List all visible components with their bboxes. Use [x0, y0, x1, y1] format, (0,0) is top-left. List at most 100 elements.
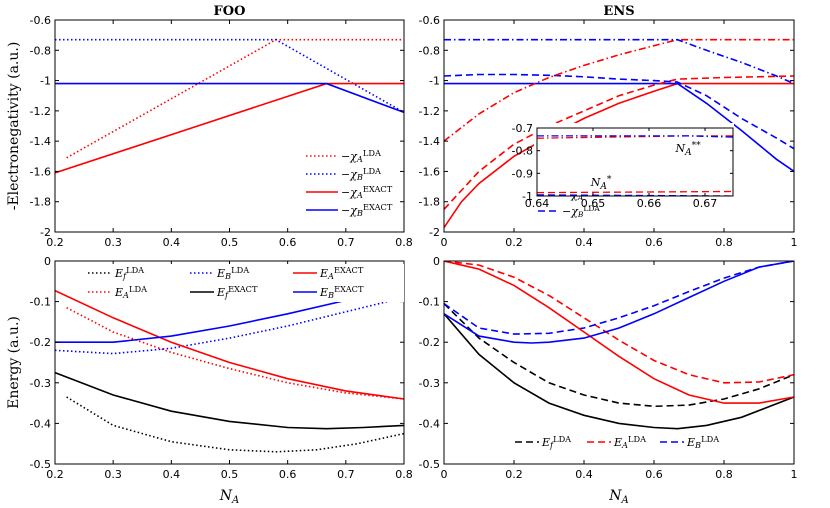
y-tick-label: -0.1: [30, 296, 51, 309]
inset-annotation-NA-double-star: NA**: [674, 141, 701, 158]
panel-foo_bottom: 0.2 0.3 0.4 0.5 0.6 0.7 0.8 -0.5 -0.4 -0.3 -0.2 -0.…: [30, 255, 413, 481]
legend-label-chi_A^LDA: −χALDA: [341, 148, 382, 164]
x-tick-label: 0.8: [395, 236, 413, 249]
y-tick-label: -0.4: [30, 417, 51, 430]
x-tick-label: 0.4: [163, 468, 181, 481]
x-tick-label: 0: [441, 468, 448, 481]
legend-label-part: E: [114, 267, 123, 280]
legend-label-E_f^LDA: EfLDA: [114, 265, 145, 281]
legend-label-part: E: [613, 436, 622, 449]
series-line-eps_HOMO_pB: [537, 135, 733, 138]
y-tick-label: -0.8: [419, 44, 440, 57]
panel-ens_inset: 0.64 0.65 0.66 0.67-1-0.9-0.8-0.7NA**NA*: [512, 122, 734, 210]
series-line-chi_B^EXACT: [55, 82, 404, 114]
legend-label-part: B: [577, 210, 584, 219]
x-tick-label: 0.2: [46, 236, 64, 249]
legend-label-part: EXACT: [334, 284, 364, 294]
x-tick-label: 0.4: [575, 468, 593, 481]
x-axis-label-0: NA: [219, 488, 239, 506]
legend-label-part: χ: [349, 186, 358, 199]
legend-label-chi_B^LDA: −χBLDA: [341, 166, 382, 182]
y-axis-label-top: -Electronegativity (a.u.): [6, 42, 22, 211]
y-tick-label: -2: [429, 226, 440, 239]
panel-title-ens_top: ENS: [603, 4, 634, 19]
y-tick-label: -0.3: [30, 377, 51, 390]
legend-label-part: −: [562, 205, 571, 218]
legend-label-part: A: [577, 193, 584, 202]
x-tick-label: 0.67: [693, 197, 718, 210]
y-tick-label: -1.8: [419, 196, 440, 209]
x-axis-label-main: N: [219, 488, 233, 504]
series-group: [444, 261, 794, 430]
legend-label-part: EXACT: [334, 265, 364, 275]
legend-label-part: N: [590, 176, 601, 189]
x-tick-label: 0.8: [715, 468, 733, 481]
series-group: [55, 285, 404, 453]
y-tick-label: -1.6: [30, 165, 51, 178]
series-line-E_B^EXACT: [444, 261, 794, 344]
y-tick-label: 0: [44, 255, 51, 268]
series-line-chi_A^LDA: [444, 75, 794, 210]
series-line-eps_HOMO_pB: [444, 38, 794, 85]
x-tick-label: 1: [791, 236, 798, 249]
legend-label-part: −: [341, 204, 350, 217]
panel-background: [537, 128, 733, 196]
legend-label-part: EXACT: [363, 202, 393, 212]
x-tick-label: 0.7: [337, 468, 355, 481]
series-line-E_f^EXACT: [444, 313, 794, 430]
x-tick-label: 0.3: [104, 468, 122, 481]
y-tick-label: -1.8: [30, 196, 51, 209]
axes-frame: [54, 19, 405, 233]
legend-label-part: LDA: [701, 434, 720, 444]
legend-label-part: −: [341, 168, 350, 181]
x-tick-label: 0.8: [715, 236, 733, 249]
series-line-chi_A^EXACT: [444, 82, 794, 228]
legend-label-part: A: [621, 440, 628, 450]
y-tick-label: -0.8: [512, 145, 533, 158]
legend-label-E_f^EXACT: EfEXACT: [216, 284, 258, 300]
legend-label-part: LDA: [363, 148, 382, 158]
y-axis-label-bottom: Energy (a.u.): [6, 316, 22, 409]
y-tick-label: -0.3: [419, 377, 440, 390]
legend-label-part: χ: [349, 150, 358, 163]
panel-ens_bottom: 0 0.2 0.4 0.6 0.8 1-0.5-0.4-0.3-0.2-0.10EfLDA…: [419, 255, 798, 481]
y-tick-label: -2: [40, 226, 51, 239]
panel-foo_top: 0.2 0.3 0.4 0.5 0.6 0.7 0.8 -2 -1.8 -1.6 -1.4 -1.2 -…: [30, 14, 413, 249]
legend-label-part: *: [607, 175, 612, 185]
legend-label-part: A: [356, 190, 363, 200]
legend-label-part: −: [341, 186, 350, 199]
x-tick-label: 0.2: [46, 468, 64, 481]
legend-label-E_A^LDA: EALDA: [114, 284, 148, 300]
y-tick-label: -1: [40, 75, 51, 88]
series-line-E_A^EXACT: [444, 261, 794, 404]
legend-label-part: LDA: [628, 434, 647, 444]
x-tick-label: 0.8: [395, 468, 413, 481]
legend-label-part: LDA: [129, 284, 148, 294]
axes-frame: [443, 19, 795, 233]
panel-title-foo_top: FOO: [214, 4, 246, 19]
series-group: [537, 135, 733, 196]
series-line-chi_B^LDA: [55, 38, 404, 114]
legend-label-part: B: [356, 172, 363, 182]
series-line-chi_B^EXACT: [444, 82, 794, 173]
x-axis-label-sub: A: [621, 495, 629, 506]
inset-annotation-NA-star: NA*: [590, 175, 612, 192]
series-group: [55, 38, 404, 174]
series-line-E_f^LDA: [444, 303, 794, 408]
legend-label-E_B^LDA: EBLDA: [686, 434, 720, 450]
x-tick-label: 0.5: [221, 468, 239, 481]
legend-label-part: N: [674, 142, 685, 155]
legend-label-part: B: [327, 290, 334, 300]
legend-bg: [86, 264, 404, 302]
y-tick-label: -0.5: [419, 458, 440, 471]
series-line-E_f^EXACT: [55, 371, 404, 430]
legend-label-part: EXACT: [228, 284, 258, 294]
series-line-E_B^LDA: [444, 261, 794, 335]
y-tick-label: -1.4: [419, 135, 440, 148]
legend-label-E_f^LDA: EfLDA: [541, 434, 572, 450]
legend-label-part: LDA: [583, 204, 600, 213]
series-line-E_A^EXACT: [55, 289, 404, 400]
y-tick-label: -0.2: [419, 336, 440, 349]
legend-label-part: E: [319, 267, 328, 280]
legend-label-part: E: [216, 267, 225, 280]
